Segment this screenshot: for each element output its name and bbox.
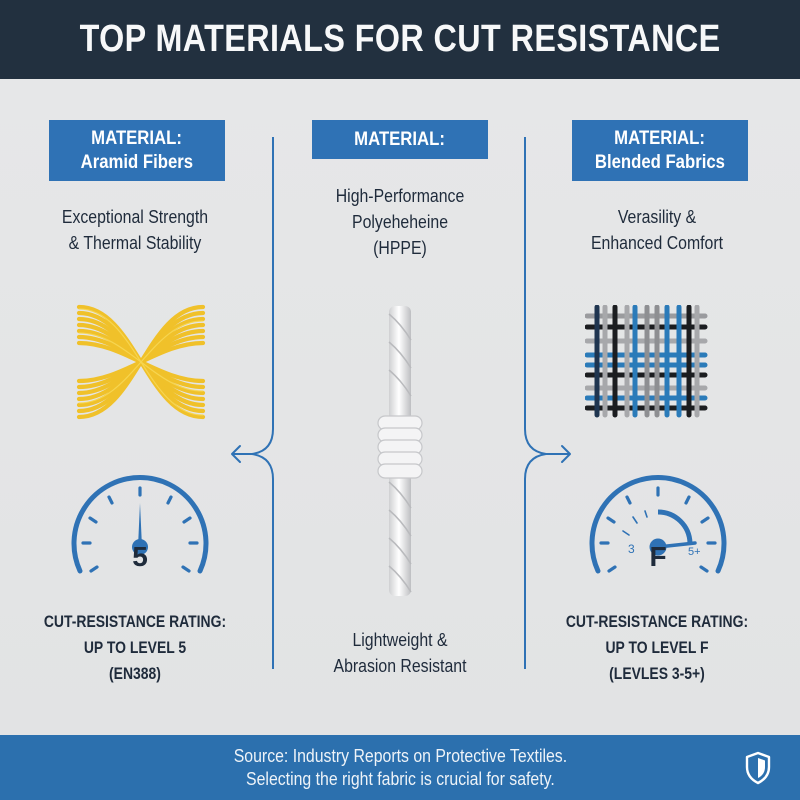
footer-source: Source: Industry Reports on Protective T… [233, 745, 567, 766]
material-label-line2: Aramid Fibers [80, 151, 194, 173]
description-aramid: Exceptional Strength & Thermal Stability [61, 207, 209, 253]
feature-hppe: Lightweight & Abrasion Resistant [333, 630, 467, 676]
rating-blended: CUT-RESISTANCE RATING: UP TO LEVEL F (LE… [565, 612, 749, 683]
column-hppe: MATERIAL: High-Performance Polyeheheine … [270, 79, 530, 735]
footer-note: Selecting the right fabric is crucial fo… [245, 768, 555, 789]
rope-icon [377, 306, 423, 596]
description-blended: Verasility & Enhanced Comfort [590, 207, 724, 253]
column-aramid: MATERIAL: Aramid Fibers Exceptional Stre… [0, 79, 270, 735]
rating-aramid: CUT-RESISTANCE RATING: UP TO LEVEL 5 (EN… [43, 612, 227, 683]
material-label-aramid: MATERIAL: Aramid Fibers [49, 120, 225, 181]
material-label-line1: MATERIAL: [614, 127, 706, 149]
gauge-min-label: 3 [628, 542, 635, 556]
shield-icon [745, 751, 771, 785]
content-area: MATERIAL: Aramid Fibers Exceptional Stre… [0, 79, 800, 735]
gauge-icon: 3 5+ [589, 475, 727, 574]
material-label-line2: Blended Fabrics [594, 151, 726, 173]
footer-bar: Source: Industry Reports on Protective T… [0, 735, 800, 800]
material-label-line1: MATERIAL: [91, 127, 183, 149]
page-title: TOP MATERIALS FOR CUT RESISTANCE [79, 18, 721, 60]
aramid-fiber-icon [76, 304, 206, 420]
material-label-hppe: MATERIAL: [312, 120, 488, 159]
divider-left-arrow-icon [231, 137, 274, 669]
gauge-value: F [649, 541, 667, 572]
divider-right-arrow-icon [524, 137, 571, 669]
gauge-icon [71, 475, 209, 574]
material-label-blended: MATERIAL: Blended Fabrics [572, 120, 748, 181]
woven-fabric-icon [585, 305, 708, 418]
material-label-line1: MATERIAL: [354, 128, 446, 150]
gauge-max-label: 5+ [688, 546, 701, 558]
header-bar: TOP MATERIALS FOR CUT RESISTANCE [0, 0, 800, 79]
column-blended: MATERIAL: Blended Fabrics Verasility & E… [530, 79, 800, 735]
gauge-value: 5 [132, 541, 148, 572]
description-hppe: High-Performance Polyeheheine (HPPE) [335, 186, 465, 258]
